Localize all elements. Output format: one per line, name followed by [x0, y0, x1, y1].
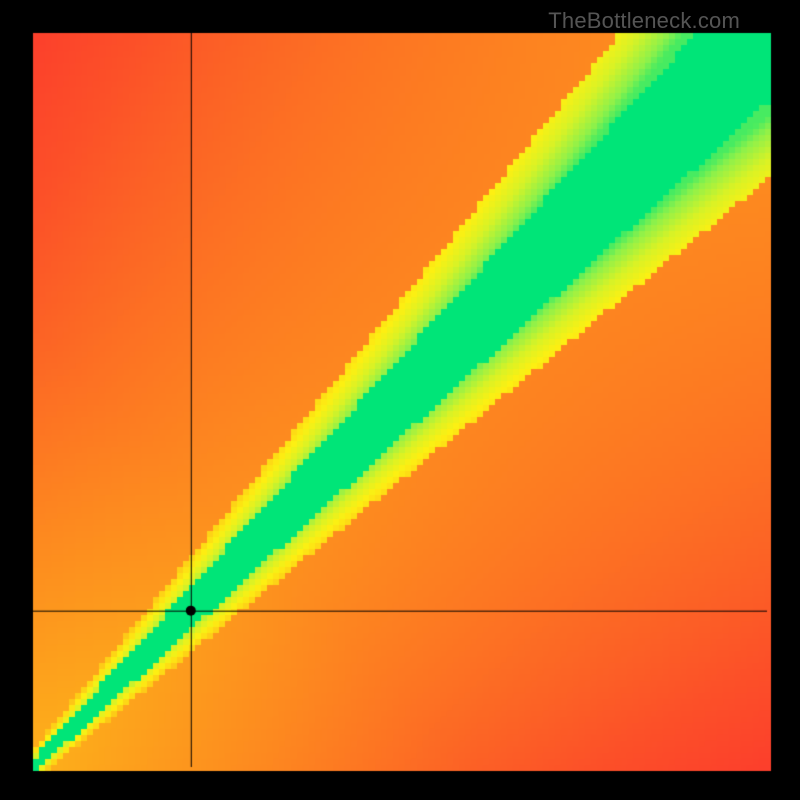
- bottleneck-heatmap-canvas: [0, 0, 800, 800]
- chart-container: TheBottleneck.com: [0, 0, 800, 800]
- watermark-label: TheBottleneck.com: [548, 8, 740, 34]
